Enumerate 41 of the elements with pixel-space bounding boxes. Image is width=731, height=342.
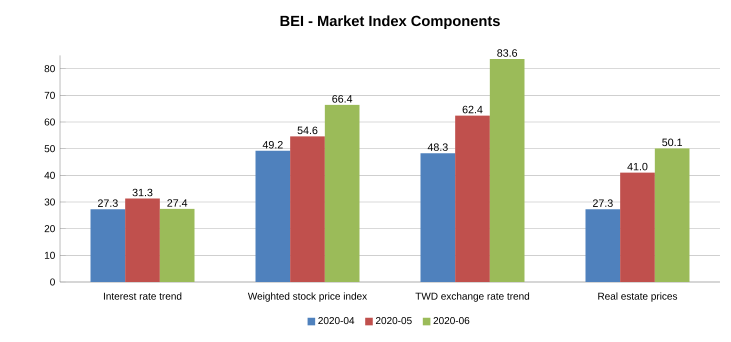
data-label: 62.4 [462,106,483,114]
data-label: 48.3 [428,143,448,151]
y-tick-label: 60 [44,118,55,126]
bar [654,148,690,282]
x-tick-label: Interest rate trend [104,292,182,300]
y-tick-label: 80 [44,65,55,72]
y-tick-label: 0 [50,278,55,286]
legend-label: 2020-04 [318,317,354,324]
data-label: 27.4 [167,199,188,207]
y-tick-label: 40 [44,172,55,179]
bar [324,104,360,282]
bar [90,209,126,282]
y-tick-label: 10 [44,252,55,259]
x-tick-label: Weighted stock price index [248,292,368,302]
y-tick-label: 20 [44,225,55,232]
bar [620,172,655,282]
data-label: 27.3 [98,199,118,207]
data-label: 83.6 [497,49,518,57]
bar [256,150,290,282]
bar [420,153,456,282]
y-tick-label: 70 [44,92,55,99]
x-tick-label: TWD exchange rate trend [415,292,530,302]
data-label: 31.3 [132,188,152,196]
data-label: 49.2 [262,140,283,149]
y-tick-label: 30 [44,198,55,206]
bar [160,208,195,282]
data-label: 50.1 [662,138,682,146]
data-label: 27.3 [592,199,613,207]
bar [125,198,160,282]
bar [455,116,490,282]
bar [290,136,325,282]
legend-label: 2020-06 [434,317,470,324]
data-label: 66.4 [332,95,352,103]
chart-title: BEI - Market Index Components [280,15,500,30]
data-label: 41.0 [627,162,648,170]
bar [585,209,620,282]
data-label: 54.6 [298,126,318,134]
x-tick-label: Real estate prices [598,292,678,302]
bar [490,59,524,282]
y-tick-label: 50 [44,145,55,152]
legend-label: 2020-05 [376,317,412,324]
